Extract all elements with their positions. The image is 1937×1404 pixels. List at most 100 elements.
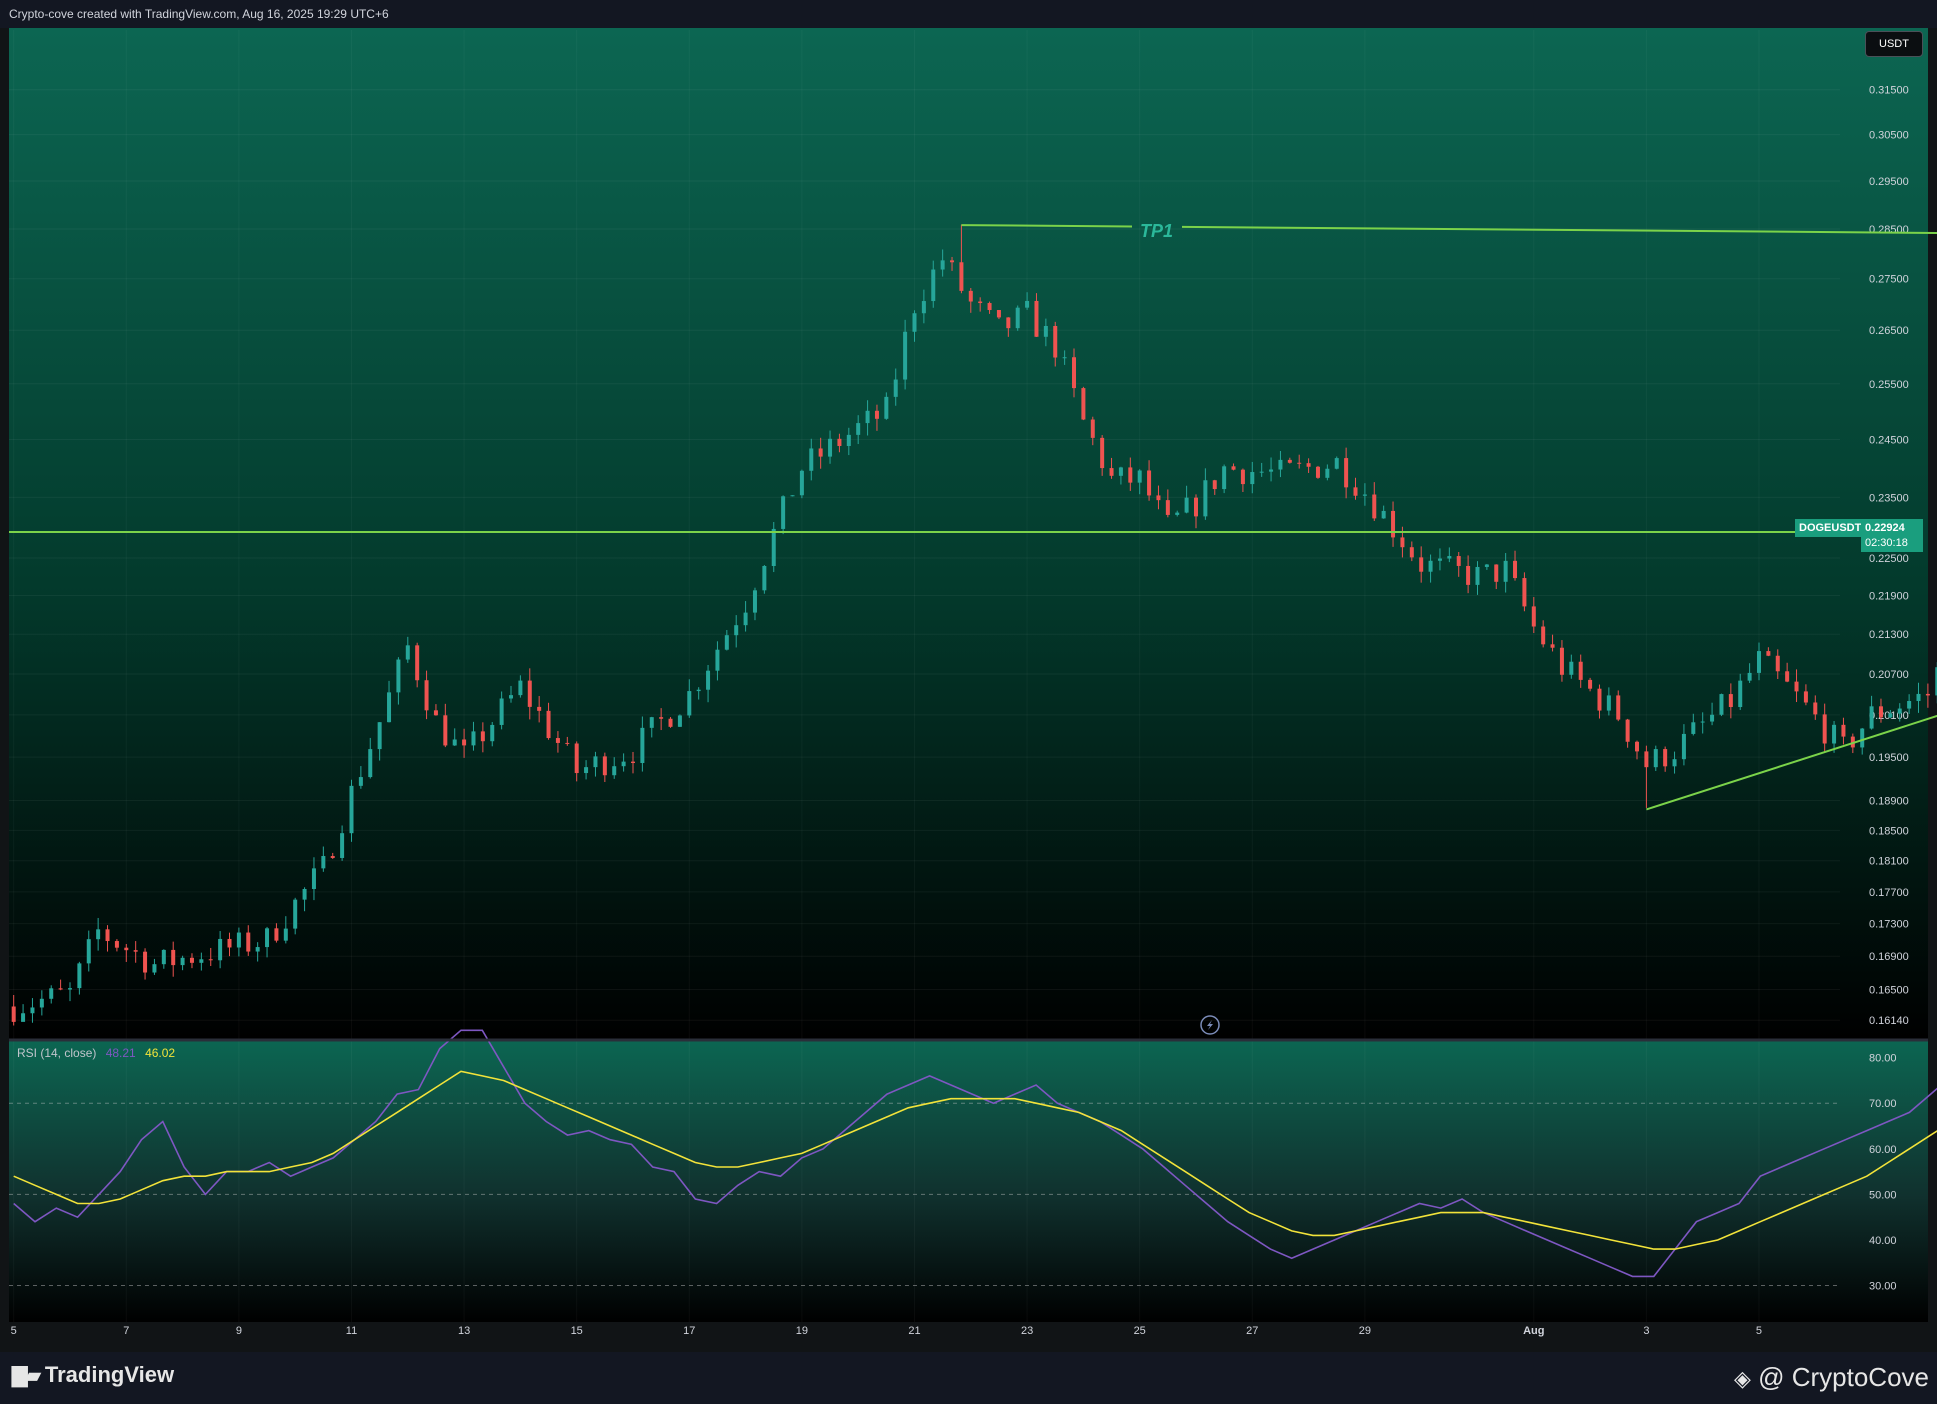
candle-body — [302, 888, 307, 900]
diamond-icon: ◈ — [1733, 1366, 1751, 1391]
candle-body — [368, 749, 373, 778]
candle-body — [874, 410, 879, 419]
candle-body — [105, 929, 110, 942]
candle-body — [255, 947, 260, 952]
time-tick-label: 21 — [908, 1325, 920, 1337]
candle-body — [77, 963, 82, 989]
candle-body — [743, 612, 748, 626]
candle-body — [968, 290, 973, 302]
candle-body — [1541, 626, 1546, 645]
candle-body — [1297, 462, 1302, 464]
time-tick-label: 25 — [1134, 1325, 1146, 1337]
candle-body — [1475, 566, 1480, 585]
candle-body — [893, 379, 898, 397]
candle-body — [818, 448, 823, 457]
candle-body — [1156, 495, 1161, 501]
tradingview-logo[interactable]: ▇▰ TradingView — [12, 1362, 174, 1388]
candle-body — [1756, 651, 1761, 673]
candle-body — [574, 743, 579, 774]
candle-body — [630, 761, 635, 764]
candle-body — [161, 949, 166, 965]
candle-body — [884, 396, 889, 419]
candle-body — [1728, 694, 1733, 708]
candle-body — [1531, 606, 1536, 627]
rsi-axis: 80.00 70.00 60.00 50.00 40.00 30.00 — [9, 1053, 1897, 1293]
main-pane[interactable] — [9, 28, 1928, 1040]
candle-body — [1269, 469, 1274, 472]
candle-body — [1606, 695, 1611, 711]
candle-body — [1700, 721, 1705, 723]
rsi-value: 48.21 — [105, 1046, 136, 1060]
candle-body — [1513, 560, 1518, 579]
time-tick-label: 19 — [796, 1325, 808, 1337]
candle-body — [1935, 667, 1937, 696]
candle-body — [443, 715, 448, 746]
candle-body — [509, 695, 514, 699]
candle-body — [931, 269, 936, 302]
candle-body — [809, 448, 814, 471]
candle-body — [49, 988, 54, 999]
candle-body — [1794, 681, 1799, 692]
rsi-lines — [13, 1029, 1937, 1278]
rsi-pane[interactable] — [9, 1040, 1928, 1322]
candle-body — [752, 590, 757, 613]
candle-body — [1832, 724, 1837, 744]
candle-body — [1175, 512, 1180, 515]
candle-body — [1663, 749, 1668, 767]
price-tick-label: 0.30500 — [1869, 130, 1909, 142]
currency-button[interactable]: USDT — [1865, 31, 1923, 57]
candle-body — [1597, 688, 1602, 711]
price-tick-label: 0.25500 — [1869, 379, 1909, 391]
time-tick-label: 15 — [571, 1325, 583, 1337]
candle-body — [274, 928, 279, 941]
candle-body — [771, 528, 776, 567]
time-tick-label: 7 — [123, 1325, 129, 1337]
tp1-resistance-line — [961, 224, 1133, 228]
flash-icon[interactable] — [1200, 1015, 1220, 1035]
candle-body — [565, 742, 570, 744]
candle-body — [1344, 458, 1349, 488]
candle-body — [602, 756, 607, 776]
candle-body — [996, 310, 1001, 318]
grid-lines — [9, 30, 1840, 1322]
candle-body — [1372, 494, 1377, 519]
candle-body — [1362, 494, 1367, 496]
candle-body — [940, 260, 945, 270]
candle-body — [1484, 564, 1489, 567]
candle-body — [246, 932, 251, 952]
candle-body — [1897, 708, 1902, 714]
candle-body — [133, 950, 138, 952]
candle-body — [11, 1006, 16, 1022]
candle-body — [706, 670, 711, 690]
candle-body — [424, 680, 429, 711]
candle-body — [790, 495, 795, 497]
candle-body — [143, 951, 148, 973]
tp1-label[interactable]: TP1 — [1140, 221, 1173, 241]
candle-body — [724, 635, 729, 650]
time-tick-label: 27 — [1246, 1325, 1258, 1337]
candle-body — [311, 868, 316, 889]
candle-body — [1766, 651, 1771, 656]
candle-body — [1006, 317, 1011, 329]
candle-body — [640, 727, 645, 764]
symbol-tag: DOGEUSDT — [1795, 519, 1861, 537]
candle-body — [1100, 437, 1105, 469]
price-tick-label: 0.21900 — [1869, 591, 1909, 603]
candle-body — [1015, 307, 1020, 329]
candle-body — [1137, 470, 1142, 483]
candle-body — [1081, 388, 1086, 420]
candle-body — [1466, 565, 1471, 585]
candle-body — [950, 260, 955, 263]
candle-body — [1193, 497, 1198, 517]
rsi-legend[interactable]: RSI (14, close) 48.21 46.02 — [17, 1046, 175, 1060]
candle-body — [978, 301, 983, 304]
candle-body — [1822, 714, 1827, 744]
candle-body — [1869, 706, 1874, 729]
candle-body — [612, 766, 617, 776]
candle-body — [415, 645, 420, 681]
trend-drawings[interactable] — [9, 158, 1937, 811]
price-tick-label: 0.19500 — [1869, 752, 1909, 764]
candle-body — [1559, 647, 1564, 675]
candle-body — [1419, 557, 1424, 572]
